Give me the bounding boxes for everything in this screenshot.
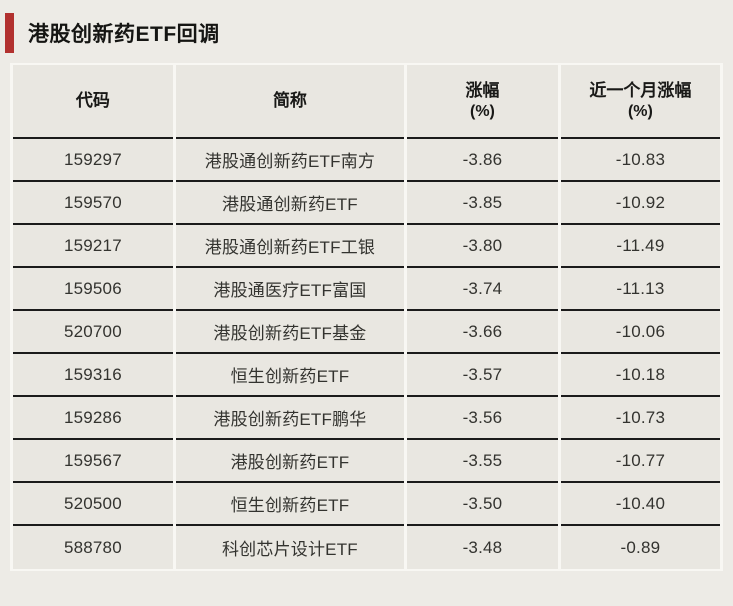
column-header-month_change_pct: 近一个月涨幅 (%) [560,65,720,139]
cell-month_change_pct: -10.83 [560,139,720,182]
table-row: 159316 恒生创新药ETF -3.57 -10.18 [13,354,720,397]
table-row: 588780 科创芯片设计ETF -3.48 -0.89 [13,526,720,569]
cell-code: 159570 [13,182,173,225]
table-row: 159570 港股通创新药ETF -3.85 -10.92 [13,182,720,225]
table-header-row: 代码 简称 涨幅 (%) 近一个月涨幅 (%) [13,65,720,139]
table-row: 159506 港股通医疗ETF富国 -3.74 -11.13 [13,268,720,311]
cell-code: 159286 [13,397,173,440]
cell-change_pct: -3.85 [407,182,558,225]
cell-name: 港股通创新药ETF南方 [175,139,405,182]
column-header-change_pct: 涨幅 (%) [407,65,558,139]
cell-change_pct: -3.74 [407,268,558,311]
cell-name: 恒生创新药ETF [175,354,405,397]
cell-change_pct: -3.86 [407,139,558,182]
etf-table-frame: 代码 简称 涨幅 (%) 近一个月涨幅 (%) 159297 港股通创新药ETF南方 -3.8… [10,63,723,571]
etf-table: 代码 简称 涨幅 (%) 近一个月涨幅 (%) 159297 港股通创新药ETF南方 -3.8… [10,65,723,569]
table-row: 159217 港股通创新药ETF工银 -3.80 -11.49 [13,225,720,268]
page: 港股创新药ETF回调 代码 简称 涨幅 (%) 近一个月涨幅 (%) 159297 港股通创… [0,0,733,571]
table-body: 159297 港股通创新药ETF南方 -3.86 -10.83 159570 港股通创新药… [13,139,720,569]
cell-name: 港股通创新药ETF工银 [175,225,405,268]
table-row: 159567 港股创新药ETF -3.55 -10.77 [13,440,720,483]
column-header-label: 代码 [75,90,110,110]
cell-change_pct: -3.57 [407,354,558,397]
cell-name: 港股创新药ETF鹏华 [175,397,405,440]
cell-name: 恒生创新药ETF [175,483,405,526]
cell-month_change_pct: -11.49 [560,225,720,268]
column-header-label: 近一个月涨幅 [589,80,692,100]
cell-change_pct: -3.80 [407,225,558,268]
cell-code: 520700 [13,311,173,354]
column-header-code: 代码 [13,65,173,139]
table-row: 520500 恒生创新药ETF -3.50 -10.40 [13,483,720,526]
cell-change_pct: -3.48 [407,526,558,569]
column-header-unit: (%) [627,102,653,120]
cell-month_change_pct: -10.73 [560,397,720,440]
column-header-name: 简称 [175,65,405,139]
table-header: 代码 简称 涨幅 (%) 近一个月涨幅 (%) [13,65,720,139]
cell-month_change_pct: -10.18 [560,354,720,397]
column-header-label: 涨幅 [465,80,500,100]
table-row: 159297 港股通创新药ETF南方 -3.86 -10.83 [13,139,720,182]
cell-change_pct: -3.50 [407,483,558,526]
cell-code: 159316 [13,354,173,397]
article-header: 港股创新药ETF回调 [0,0,733,56]
cell-month_change_pct: -10.92 [560,182,720,225]
cell-name: 港股创新药ETF基金 [175,311,405,354]
cell-code: 520500 [13,483,173,526]
cell-name: 港股创新药ETF [175,440,405,483]
title-accent-bar [5,13,14,53]
cell-month_change_pct: -0.89 [560,526,720,569]
cell-month_change_pct: -10.40 [560,483,720,526]
cell-code: 159567 [13,440,173,483]
column-header-label: 简称 [272,90,307,110]
table-row: 159286 港股创新药ETF鹏华 -3.56 -10.73 [13,397,720,440]
cell-month_change_pct: -10.06 [560,311,720,354]
table-row: 520700 港股创新药ETF基金 -3.66 -10.06 [13,311,720,354]
cell-code: 159506 [13,268,173,311]
column-header-unit: (%) [470,102,495,120]
cell-name: 科创芯片设计ETF [175,526,405,569]
cell-change_pct: -3.55 [407,440,558,483]
cell-code: 159217 [13,225,173,268]
cell-month_change_pct: -10.77 [560,440,720,483]
page-title: 港股创新药ETF回调 [28,23,220,46]
cell-month_change_pct: -11.13 [560,268,720,311]
cell-change_pct: -3.66 [407,311,558,354]
cell-name: 港股通创新药ETF [175,182,405,225]
cell-name: 港股通医疗ETF富国 [175,268,405,311]
cell-code: 159297 [13,139,173,182]
cell-code: 588780 [13,526,173,569]
cell-change_pct: -3.56 [407,397,558,440]
